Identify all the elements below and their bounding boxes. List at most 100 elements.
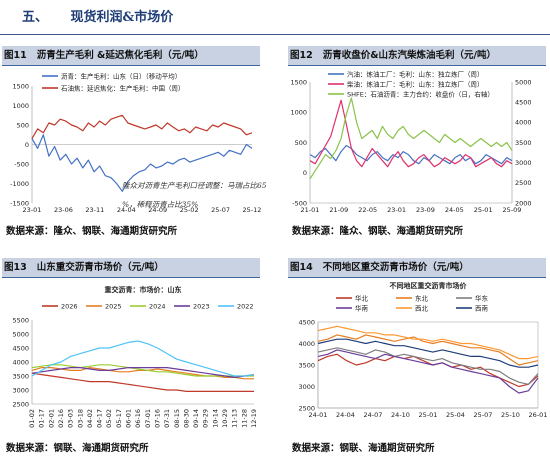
y-right-tick-label: 5000: [515, 78, 532, 86]
x-tick-label: 04-17: [96, 409, 104, 428]
x-tick-label: 22-05: [358, 206, 377, 214]
x-tick-label: 07-31: [163, 409, 171, 428]
legend-label: 2025: [105, 302, 122, 310]
x-tick-label: 01-17: [38, 409, 46, 428]
series-line-3: [317, 349, 539, 394]
x-tick-label: 25-01: [474, 206, 493, 214]
series-line-0: [31, 134, 253, 192]
x-tick-label: 06-01: [125, 409, 133, 428]
y-tick-label: 4500: [12, 344, 29, 352]
y-right-tick-label: 2500: [515, 179, 532, 187]
series-line-1: [309, 99, 513, 168]
y-tick-label: 4000: [298, 340, 315, 348]
x-tick-label: 24-05: [445, 206, 464, 214]
figure-number: 图14: [290, 262, 313, 273]
x-tick-label: 26-01: [529, 411, 548, 419]
x-tick-label: 24-10: [391, 411, 410, 419]
y-tick-label: 0: [303, 169, 307, 177]
y-tick-label: 1000: [290, 109, 307, 117]
x-tick-label: 02-01: [47, 409, 55, 428]
figure-title: 沥青生产毛利 &延迟焦化毛利（元/吨）: [36, 50, 204, 61]
legend-label: SHFE：石油沥青：主力合约：收盘价（日，右轴）: [347, 89, 494, 98]
series-line-1: [317, 334, 539, 366]
legend-label: 西南: [475, 303, 489, 312]
y-tick-label: 1500: [12, 82, 29, 90]
y-tick-label: -500: [14, 160, 29, 168]
figure-13-source: 数据来源：钢联、海通期货研究所: [6, 443, 149, 454]
legend-label: 沥青：生产毛利：山东（日）（移动平均）: [61, 71, 181, 80]
x-tick-label: 25-12: [243, 206, 262, 214]
section-heading: 现货利润&市场价: [70, 10, 174, 25]
series-line-1: [31, 114, 253, 139]
y-tick-label: 4000: [12, 358, 29, 366]
figure-number: 图12: [290, 50, 313, 61]
legend-label: 华东: [475, 293, 489, 302]
series-line-2: [309, 97, 513, 180]
x-tick-label: 23-09: [416, 206, 435, 214]
series-line-4: [317, 325, 539, 360]
legend-label: 2024: [149, 302, 166, 310]
x-tick-label: 09-14: [192, 409, 200, 428]
x-tick-label: 24-07: [364, 411, 383, 419]
x-tick-label: 03-18: [76, 409, 84, 428]
x-tick-label: 24-04: [117, 206, 136, 214]
y-tick-label: -1500: [10, 199, 29, 207]
x-tick-label: 05-17: [115, 409, 123, 428]
y-tick-label: -500: [292, 199, 307, 207]
x-tick-label: 23-06: [54, 206, 73, 214]
x-tick-label: 11-13: [231, 409, 239, 428]
series-line-3: [31, 366, 255, 379]
x-tick-label: 25-07: [211, 206, 230, 214]
y-tick-label: 1000: [12, 102, 29, 110]
y-tick-label: 1500: [290, 78, 307, 86]
x-tick-label: 25-02: [180, 206, 199, 214]
y-tick-label: 3500: [298, 361, 315, 369]
x-tick-label: 25-01: [419, 411, 438, 419]
legend-label: 2022: [237, 302, 254, 310]
figure-14-header: 图14 不同地区重交沥青市场价（元/吨）: [288, 258, 546, 278]
x-tick-label: 03-03: [67, 409, 75, 428]
section-number: 五、: [22, 10, 49, 25]
series-line-0: [31, 372, 254, 393]
x-tick-label: 21-01: [301, 206, 320, 214]
y-tick-label: 4500: [298, 318, 315, 326]
x-tick-label: 08-15: [173, 409, 181, 428]
y-right-tick-label: 2000: [515, 199, 532, 207]
annotation-line-1: 隆众对沥青生产毛利口径调整：马瑞占比65: [122, 181, 267, 190]
y-right-tick-label: 4500: [515, 98, 532, 106]
y-tick-label: 2500: [12, 400, 29, 408]
figure-14-source: 数据来源：钢联、海通期货研究所: [292, 443, 435, 454]
x-tick-label: 24-01: [309, 411, 328, 419]
x-tick-label: 25-04: [446, 411, 465, 419]
figure-title: 不同地区重交沥青市场价（元/吨）: [322, 262, 469, 273]
section-title: 五、 现货利润&市场价: [22, 6, 173, 25]
y-tick-label: -1000: [10, 180, 29, 188]
figure-12-source: 数据来源：隆众、钢联、海通期货研究所: [292, 226, 464, 237]
y-tick-label: 0: [25, 141, 29, 149]
x-tick-label: 07-16: [153, 409, 161, 428]
legend-label: 华北: [355, 293, 369, 302]
section-divider: [0, 34, 550, 35]
x-tick-label: 23-11: [85, 206, 104, 214]
annotation-line-2: %，稀释沥青占比35%: [122, 200, 198, 209]
y-right-tick-label: 3500: [515, 139, 532, 147]
plot-title: 不同地区重交沥青市场价: [390, 281, 468, 290]
x-tick-label: 10-14: [211, 409, 219, 428]
y-tick-label: 2500: [298, 404, 315, 412]
y-tick-label: 3500: [12, 372, 29, 380]
x-tick-label: 05-02: [105, 409, 113, 428]
x-tick-label: 25-09: [503, 206, 522, 214]
y-tick-label: 500: [17, 121, 29, 129]
x-tick-label: 02-16: [57, 409, 65, 428]
y-tick-label: 500: [295, 139, 307, 147]
x-tick-label: 12-19: [250, 409, 258, 428]
x-tick-label: 23-01: [23, 206, 42, 214]
series-line-5: [317, 338, 539, 368]
series-line-0: [309, 144, 513, 165]
x-tick-label: 11-28: [240, 409, 248, 428]
figure-number: 图11: [4, 50, 27, 61]
x-tick-label: 06-16: [134, 409, 142, 428]
y-tick-label: 3000: [12, 386, 29, 394]
legend-label: 2023: [193, 302, 210, 310]
